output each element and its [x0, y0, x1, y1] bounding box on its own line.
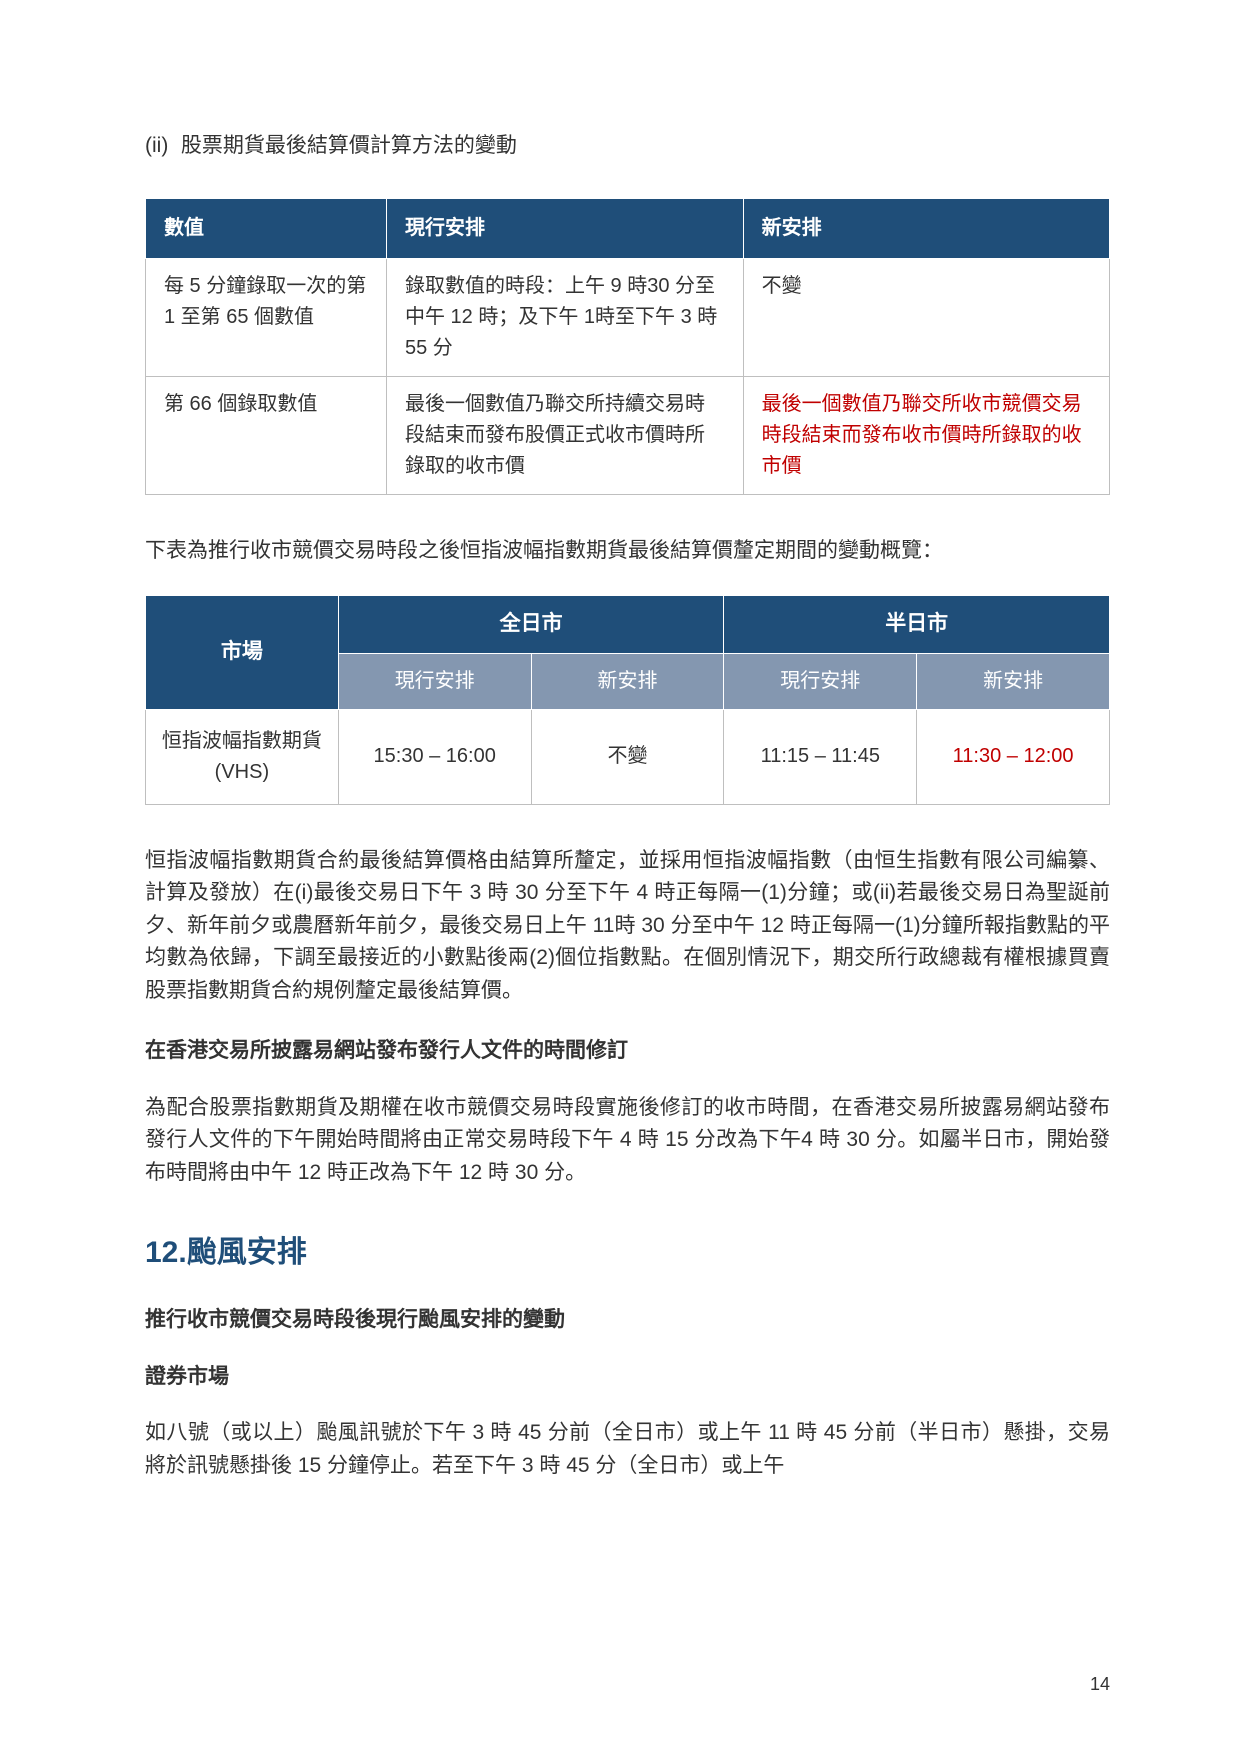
- document-page: (ii) 股票期貨最後結算價計算方法的變動 數值 現行安排 新安排 每 5 分鐘…: [0, 0, 1240, 1754]
- table-row: 每 5 分鐘錄取一次的第 1 至第 65 個數值 錄取數值的時段：上午 9 時3…: [146, 258, 1110, 376]
- table-cell-changed: 11:30 – 12:00: [917, 709, 1110, 804]
- table-cell: 恒指波幅指數期貨(VHS): [146, 709, 339, 804]
- bold-subheading: 推行收市競價交易時段後現行颱風安排的變動: [145, 1304, 1110, 1337]
- table-header: 現行安排: [387, 198, 744, 258]
- table-cell: 不變: [743, 258, 1109, 376]
- vhs-schedule-table: 市場 全日市 半日市 現行安排 新安排 現行安排 新安排 恒指波幅指數期貨(VH…: [145, 595, 1110, 805]
- table-cell: 第 66 個錄取數值: [146, 376, 387, 494]
- table-header-halfday: 半日市: [724, 596, 1110, 654]
- paragraph: 如八號（或以上）颱風訊號於下午 3 時 45 分前（全日市）或上午 11 時 4…: [145, 1417, 1110, 1482]
- table-header: 新安排: [743, 198, 1109, 258]
- settlement-method-table: 數值 現行安排 新安排 每 5 分鐘錄取一次的第 1 至第 65 個數值 錄取數…: [145, 198, 1110, 495]
- paragraph: 為配合股票指數期貨及期權在收市競價交易時段實施後修訂的收市時間，在香港交易所披露…: [145, 1092, 1110, 1190]
- bold-subheading: 在香港交易所披露易網站發布發行人文件的時間修訂: [145, 1035, 1110, 1068]
- table-cell: 錄取數值的時段：上午 9 時30 分至中午 12 時；及下午 1時至下午 3 時…: [387, 258, 744, 376]
- page-number: 14: [1090, 1671, 1110, 1699]
- table-row: 第 66 個錄取數值 最後一個數值乃聯交所持續交易時段結束而發布股價正式收市價時…: [146, 376, 1110, 494]
- list-text: 股票期貨最後結算價計算方法的變動: [181, 130, 517, 163]
- list-item-ii: (ii) 股票期貨最後結算價計算方法的變動: [145, 130, 1110, 163]
- table-subheader: 新安排: [531, 653, 724, 709]
- table-subheader: 現行安排: [724, 653, 917, 709]
- table-subheader: 新安排: [917, 653, 1110, 709]
- table-header-market: 市場: [146, 596, 339, 710]
- table-subheader: 現行安排: [338, 653, 531, 709]
- table-cell-changed: 最後一個數值乃聯交所收市競價交易時段結束而發布收市價時所錄取的收市價: [743, 376, 1109, 494]
- section-heading-12: 12.颱風安排: [145, 1230, 1110, 1277]
- table-row: 恒指波幅指數期貨(VHS) 15:30 – 16:00 不變 11:15 – 1…: [146, 709, 1110, 804]
- table-cell: 不變: [531, 709, 724, 804]
- bold-subheading: 證券市場: [145, 1361, 1110, 1394]
- table-cell: 每 5 分鐘錄取一次的第 1 至第 65 個數值: [146, 258, 387, 376]
- paragraph: 下表為推行收市競價交易時段之後恒指波幅指數期貨最後結算價釐定期間的變動概覽：: [145, 535, 1110, 568]
- table-cell: 11:15 – 11:45: [724, 709, 917, 804]
- table-header-fullday: 全日市: [338, 596, 724, 654]
- table-cell: 最後一個數值乃聯交所持續交易時段結束而發布股價正式收市價時所錄取的收市價: [387, 376, 744, 494]
- table-header: 數值: [146, 198, 387, 258]
- table-cell: 15:30 – 16:00: [338, 709, 531, 804]
- paragraph: 恒指波幅指數期貨合約最後結算價格由結算所釐定，並採用恒指波幅指數（由恒生指數有限…: [145, 845, 1110, 1008]
- list-marker: (ii): [145, 130, 175, 163]
